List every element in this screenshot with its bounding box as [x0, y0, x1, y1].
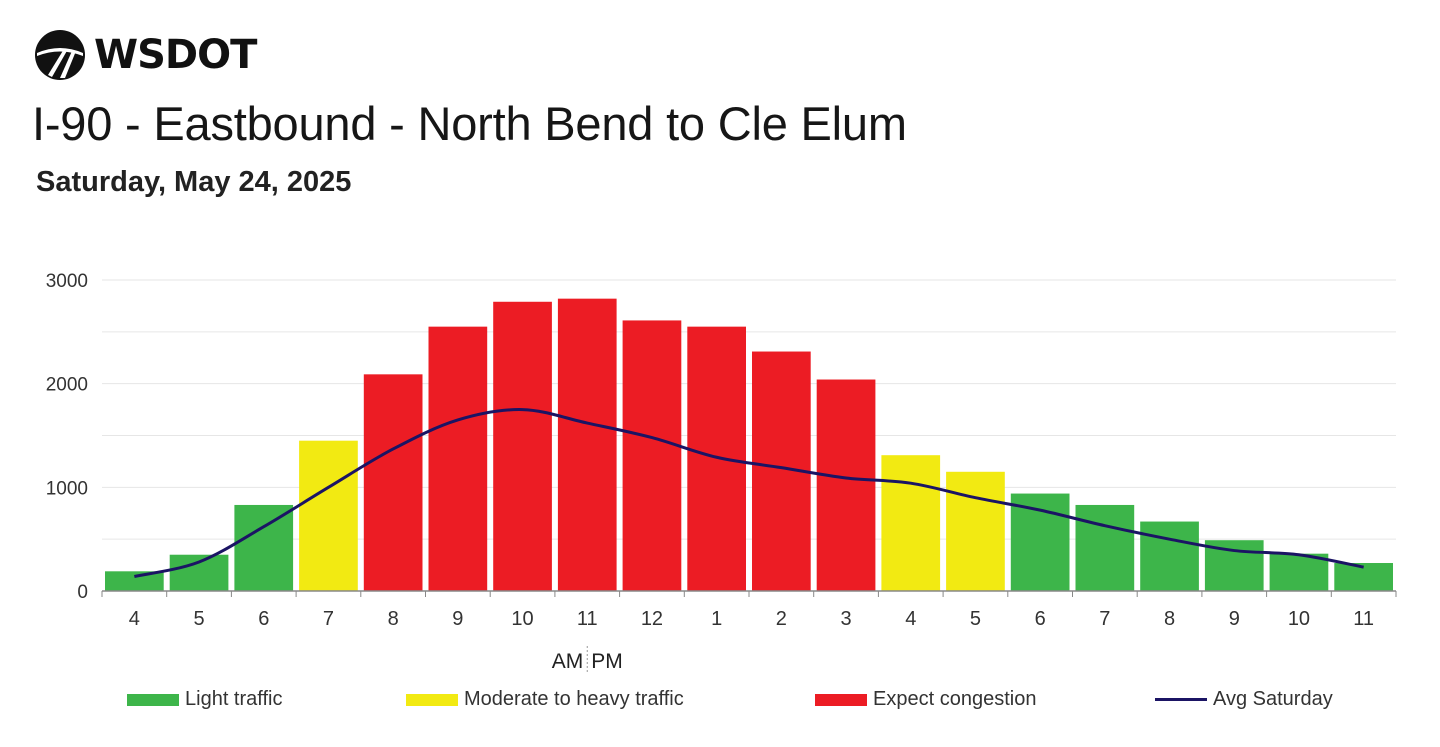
bar-9 [687, 326, 746, 591]
y-tick-label: 3000 [46, 271, 88, 292]
legend-moderate-label: Moderate to heavy traffic [464, 688, 684, 710]
legend-congestion-swatch [815, 693, 867, 706]
bar-3 [299, 440, 358, 591]
chart-subtitle: Saturday, May 24, 2025 [36, 166, 352, 198]
bar-15 [1075, 504, 1135, 591]
x-tick-label: 9 [1229, 608, 1240, 630]
legend-moderate-swatch [406, 693, 458, 706]
x-tick-label: 7 [323, 608, 334, 630]
x-tick-label: 5 [193, 608, 204, 630]
bar-4 [363, 374, 423, 591]
x-tick-label: 11 [1353, 608, 1374, 630]
legend-light-label: Light traffic [185, 688, 283, 710]
wsdot-logo-icon [35, 30, 85, 80]
y-tick-label: 1000 [46, 478, 88, 499]
x-tick-label: 3 [840, 608, 851, 630]
bar-13 [946, 471, 1005, 591]
avg-saturday-line [134, 408, 1364, 578]
x-tick-label: 2 [776, 608, 787, 630]
bar-7 [557, 298, 617, 591]
bar-11 [816, 379, 876, 591]
chart-title: I-90 - Eastbound - North Bend to Cle Elu… [32, 97, 907, 150]
bar-16 [1140, 521, 1199, 591]
bar-6 [493, 301, 552, 591]
pm-label: PM [591, 650, 623, 673]
y-tick-label: 2000 [46, 375, 88, 396]
bar-1 [169, 554, 229, 591]
x-tick-label: 8 [388, 608, 399, 630]
x-tick-label: 1 [711, 608, 722, 630]
legend-avg-swatch [1155, 698, 1207, 701]
legend-congestion-label: Expect congestion [873, 688, 1037, 710]
x-tick-label: 8 [1164, 608, 1175, 630]
bar-5 [428, 326, 488, 591]
legend-light: Light traffic [127, 688, 282, 711]
am-label: AM [552, 650, 584, 673]
logo-text: WSDOT [94, 32, 257, 78]
x-tick-label: 5 [970, 608, 981, 630]
bar-18 [1269, 553, 1329, 591]
legend-avg: Avg Saturday [1155, 688, 1333, 711]
bar-12 [881, 455, 941, 591]
legend-light-swatch [127, 693, 179, 706]
x-tick-label: 6 [258, 608, 269, 630]
bar-2 [234, 504, 294, 591]
x-tick-label: 12 [641, 608, 663, 630]
x-tick-label: 9 [452, 608, 463, 630]
legend-moderate: Moderate to heavy traffic [406, 688, 684, 711]
x-tick-label: 10 [511, 608, 533, 630]
x-tick-label: 6 [1035, 608, 1046, 630]
chart-legend: Light traffic Moderate to heavy traffic … [0, 688, 1440, 720]
x-tick-label: 11 [577, 608, 598, 630]
legend-congestion: Expect congestion [815, 688, 1036, 711]
legend-avg-label: Avg Saturday [1213, 688, 1333, 710]
x-tick-label: 4 [129, 608, 140, 630]
bar-8 [622, 320, 682, 591]
bar-14 [1010, 493, 1070, 591]
y-tick-label: 0 [77, 582, 88, 603]
wsdot-logo: WSDOT [34, 28, 257, 82]
x-tick-label: 10 [1288, 608, 1310, 630]
bar-19 [1334, 563, 1393, 591]
bar-0 [105, 571, 164, 591]
x-tick-label: 4 [905, 608, 916, 630]
x-tick-label: 7 [1099, 608, 1110, 630]
